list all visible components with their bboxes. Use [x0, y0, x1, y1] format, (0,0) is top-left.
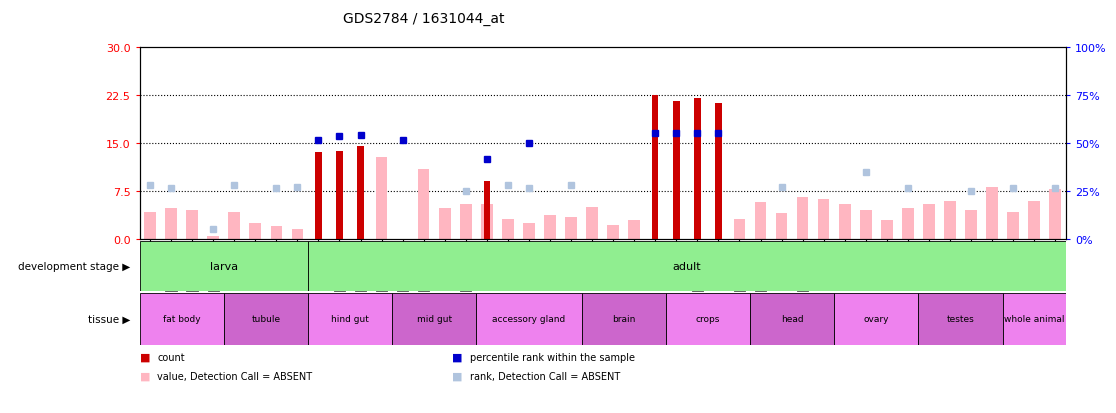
Text: adult: adult — [673, 261, 701, 271]
Bar — [581, 293, 666, 345]
Bar — [140, 242, 308, 291]
Bar — [694, 99, 701, 240]
Text: crops: crops — [695, 315, 720, 323]
Bar — [860, 211, 872, 240]
Bar — [987, 187, 998, 240]
Bar — [481, 204, 492, 240]
Text: brain: brain — [612, 315, 635, 323]
Bar — [776, 214, 788, 240]
Bar — [417, 169, 430, 240]
Bar — [754, 202, 767, 240]
Bar — [666, 293, 750, 345]
Text: development stage ▶: development stage ▶ — [18, 261, 129, 271]
Bar — [1008, 213, 1019, 240]
Bar — [483, 182, 490, 240]
Text: percentile rank within the sample: percentile rank within the sample — [470, 352, 635, 362]
Text: value, Detection Call = ABSENT: value, Detection Call = ABSENT — [157, 371, 312, 381]
Bar — [376, 158, 387, 240]
Text: whole animal: whole animal — [1004, 315, 1065, 323]
Bar — [223, 293, 308, 345]
Text: tubule: tubule — [251, 315, 280, 323]
Bar — [291, 230, 304, 240]
Text: ■: ■ — [452, 371, 462, 381]
Bar — [144, 213, 156, 240]
Text: GDS2784 / 1631044_at: GDS2784 / 1631044_at — [344, 12, 504, 26]
Bar — [502, 219, 513, 240]
Bar — [834, 293, 918, 345]
Bar — [357, 147, 364, 240]
Bar — [918, 293, 1002, 345]
Text: ovary: ovary — [864, 315, 889, 323]
Bar — [673, 102, 680, 240]
Text: ■: ■ — [140, 352, 150, 362]
Bar — [250, 223, 261, 240]
Bar — [944, 201, 955, 240]
Bar — [165, 209, 176, 240]
Text: fat body: fat body — [163, 315, 201, 323]
Bar — [477, 293, 581, 345]
Bar — [523, 223, 535, 240]
Text: count: count — [157, 352, 185, 362]
Text: rank, Detection Call = ABSENT: rank, Detection Call = ABSENT — [470, 371, 620, 381]
Bar — [965, 211, 976, 240]
Bar — [140, 293, 223, 345]
Bar — [628, 221, 639, 240]
Bar — [923, 204, 935, 240]
Bar — [839, 204, 850, 240]
Bar — [208, 236, 219, 240]
Text: testes: testes — [946, 315, 974, 323]
Bar — [586, 207, 598, 240]
Bar — [270, 227, 282, 240]
Text: accessory gland: accessory gland — [492, 315, 566, 323]
Bar — [733, 219, 745, 240]
Bar — [1049, 190, 1061, 240]
Bar — [460, 204, 472, 240]
Text: head: head — [781, 315, 804, 323]
Bar — [392, 293, 477, 345]
Bar — [186, 211, 198, 240]
Bar — [566, 217, 577, 240]
Bar — [607, 225, 619, 240]
Bar — [229, 213, 240, 240]
Bar — [1002, 293, 1066, 345]
Text: larva: larva — [210, 261, 238, 271]
Bar — [797, 198, 808, 240]
Bar — [336, 151, 343, 240]
Text: mid gut: mid gut — [416, 315, 452, 323]
Bar — [750, 293, 835, 345]
Text: ■: ■ — [140, 371, 150, 381]
Bar — [715, 104, 722, 240]
Text: ■: ■ — [452, 352, 462, 362]
Bar — [308, 242, 1066, 291]
Text: hind gut: hind gut — [331, 315, 369, 323]
Bar — [545, 215, 556, 240]
Bar — [818, 200, 829, 240]
Bar — [881, 221, 893, 240]
Bar — [308, 293, 392, 345]
Bar — [652, 95, 658, 240]
Bar — [439, 209, 451, 240]
Bar — [902, 209, 914, 240]
Bar — [315, 153, 321, 240]
Text: tissue ▶: tissue ▶ — [87, 314, 129, 324]
Bar — [1029, 201, 1040, 240]
